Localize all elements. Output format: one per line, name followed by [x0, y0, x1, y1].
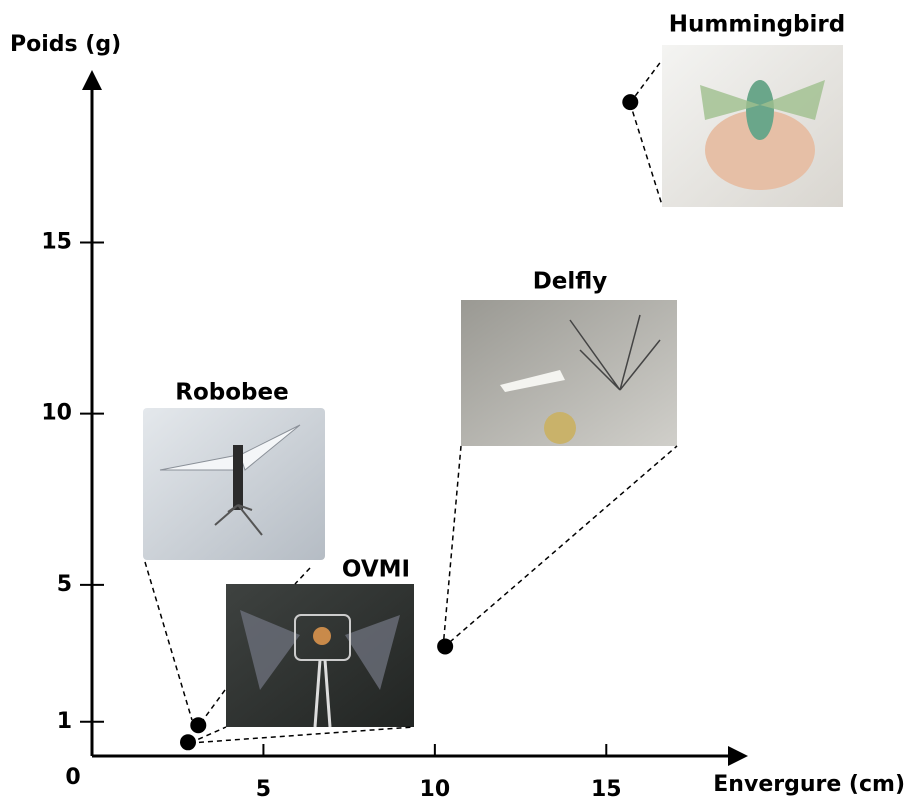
photo-delfly — [461, 300, 677, 446]
y-tick-label: 10 — [41, 401, 72, 426]
y-axis-arrow — [82, 70, 102, 90]
x-axis-arrow — [728, 746, 748, 766]
photo-robobee — [143, 408, 325, 560]
point-label: Hummingbird — [669, 12, 845, 38]
y-tick-label: 15 — [41, 229, 72, 254]
point-label: Delfly — [533, 269, 608, 295]
y-tick-label: 1 — [57, 709, 72, 734]
leader-lines — [144, 59, 678, 744]
x-tick-label: 5 — [256, 777, 271, 802]
point — [180, 734, 196, 751]
origin-label: 0 — [65, 765, 80, 790]
x-axis-label: Envergure (cm) — [713, 772, 905, 797]
photo-ovmi — [226, 584, 414, 728]
point-label: Robobee — [175, 380, 288, 406]
point — [190, 717, 207, 734]
x-tick-label: 10 — [420, 777, 451, 802]
y-tick-label: 5 — [57, 572, 72, 597]
point — [437, 638, 454, 655]
y-axis-label: Poids (g) — [10, 32, 121, 57]
photo-hummingbird — [662, 45, 843, 207]
point — [622, 94, 639, 111]
point-label: OVMI — [342, 557, 410, 583]
x-tick-label: 15 — [591, 777, 622, 802]
